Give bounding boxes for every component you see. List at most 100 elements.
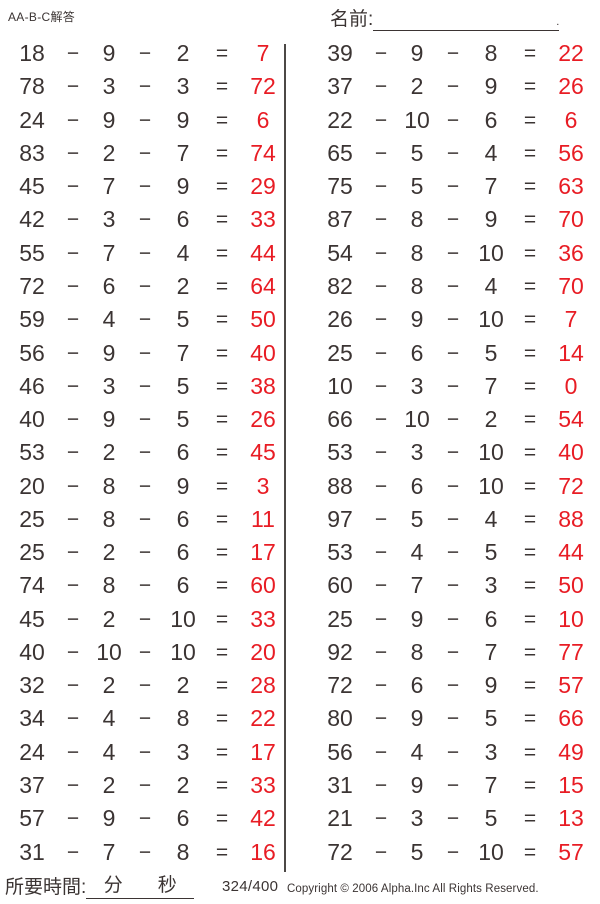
minuend: 92 bbox=[327, 638, 353, 665]
problem-row: 56 − 9 − 7 = 40 bbox=[9, 336, 285, 369]
problem-row: 54 − 8 − 10 = 36 bbox=[317, 237, 593, 270]
minus-operator: − bbox=[374, 441, 388, 465]
equals-sign: = bbox=[215, 541, 229, 565]
equals-sign: = bbox=[523, 541, 537, 565]
subtrahend-1: 9 bbox=[410, 771, 424, 798]
subtrahend-1: 8 bbox=[410, 206, 424, 233]
equals-sign: = bbox=[215, 640, 229, 664]
minus-operator: − bbox=[66, 441, 80, 465]
answer-value: 64 bbox=[250, 272, 276, 299]
problem-row: 42 − 3 − 6 = 33 bbox=[9, 203, 285, 236]
answer-value: 28 bbox=[250, 672, 276, 699]
answer-value: 42 bbox=[250, 805, 276, 832]
minus-operator: − bbox=[446, 341, 460, 365]
minuend: 18 bbox=[19, 40, 45, 67]
subtrahend-1: 9 bbox=[102, 339, 116, 366]
minuend: 75 bbox=[327, 173, 353, 200]
subtrahend-1: 3 bbox=[102, 73, 116, 100]
minuend: 72 bbox=[327, 838, 353, 865]
minus-operator: − bbox=[374, 175, 388, 199]
minuend: 53 bbox=[327, 539, 353, 566]
subtrahend-1: 9 bbox=[410, 605, 424, 632]
equals-sign: = bbox=[523, 42, 537, 66]
minuend: 22 bbox=[327, 106, 353, 133]
minuend: 74 bbox=[19, 572, 45, 599]
subtrahend-2: 10 bbox=[478, 439, 504, 466]
subtrahend-1: 8 bbox=[102, 572, 116, 599]
minuend: 59 bbox=[19, 306, 45, 333]
subtrahend-1: 3 bbox=[410, 805, 424, 832]
minus-operator: − bbox=[446, 541, 460, 565]
minus-operator: − bbox=[446, 640, 460, 664]
minus-operator: − bbox=[138, 474, 152, 498]
equals-sign: = bbox=[523, 640, 537, 664]
minuend: 78 bbox=[19, 73, 45, 100]
minus-operator: − bbox=[446, 740, 460, 764]
subtrahend-2: 9 bbox=[484, 206, 498, 233]
answer-value: 40 bbox=[250, 339, 276, 366]
equals-sign: = bbox=[523, 274, 537, 298]
subtrahend-2: 8 bbox=[176, 705, 190, 732]
subtrahend-2: 10 bbox=[170, 605, 196, 632]
subtrahend-1: 9 bbox=[410, 705, 424, 732]
subtrahend-2: 2 bbox=[176, 672, 190, 699]
equals-sign: = bbox=[523, 740, 537, 764]
minus-operator: − bbox=[138, 740, 152, 764]
minus-operator: − bbox=[66, 773, 80, 797]
subtrahend-2: 8 bbox=[484, 40, 498, 67]
answer-value: 56 bbox=[558, 139, 584, 166]
problem-row: 31 − 7 − 8 = 16 bbox=[9, 835, 285, 868]
minus-operator: − bbox=[138, 607, 152, 631]
problem-row: 74 − 8 − 6 = 60 bbox=[9, 569, 285, 602]
column-divider-line bbox=[284, 44, 286, 872]
problem-row: 83 − 2 − 7 = 74 bbox=[9, 137, 285, 170]
minuend: 46 bbox=[19, 372, 45, 399]
equals-sign: = bbox=[215, 308, 229, 332]
problem-column-left: 18 − 9 − 2 = 7 78 − 3 − 3 = 72 24 − 9 − … bbox=[9, 37, 285, 869]
equals-sign: = bbox=[215, 474, 229, 498]
minuend: 55 bbox=[19, 239, 45, 266]
subtrahend-2: 4 bbox=[176, 239, 190, 266]
equals-sign: = bbox=[215, 241, 229, 265]
subtrahend-2: 8 bbox=[176, 838, 190, 865]
minuend: 20 bbox=[19, 472, 45, 499]
equals-sign: = bbox=[215, 441, 229, 465]
equals-sign: = bbox=[523, 574, 537, 598]
answer-value: 40 bbox=[558, 439, 584, 466]
subtrahend-2: 6 bbox=[176, 805, 190, 832]
subtrahend-1: 5 bbox=[410, 173, 424, 200]
subtrahend-1: 7 bbox=[102, 173, 116, 200]
minus-operator: − bbox=[66, 141, 80, 165]
minus-operator: − bbox=[374, 840, 388, 864]
problem-row: 97 − 5 − 4 = 88 bbox=[317, 503, 593, 536]
name-field: 名前:. bbox=[330, 4, 560, 31]
minuend: 72 bbox=[19, 272, 45, 299]
equals-sign: = bbox=[523, 840, 537, 864]
subtrahend-1: 9 bbox=[102, 106, 116, 133]
minus-operator: − bbox=[66, 175, 80, 199]
minuend: 57 bbox=[19, 805, 45, 832]
equals-sign: = bbox=[523, 773, 537, 797]
subtrahend-1: 8 bbox=[410, 638, 424, 665]
minuend: 42 bbox=[19, 206, 45, 233]
equals-sign: = bbox=[215, 507, 229, 531]
subtrahend-2: 5 bbox=[484, 539, 498, 566]
subtrahend-1: 2 bbox=[102, 539, 116, 566]
subtrahend-1: 2 bbox=[102, 139, 116, 166]
worksheet-code-label: AA-B-C解答 bbox=[8, 10, 76, 24]
subtrahend-2: 6 bbox=[176, 505, 190, 532]
minuend: 26 bbox=[327, 306, 353, 333]
answer-value: 29 bbox=[250, 173, 276, 200]
minus-operator: − bbox=[138, 42, 152, 66]
minus-operator: − bbox=[138, 108, 152, 132]
equals-sign: = bbox=[523, 674, 537, 698]
subtrahend-2: 3 bbox=[176, 738, 190, 765]
problem-row: 72 − 6 − 2 = 64 bbox=[9, 270, 285, 303]
minus-operator: − bbox=[138, 807, 152, 831]
equals-sign: = bbox=[215, 840, 229, 864]
subtrahend-2: 10 bbox=[478, 472, 504, 499]
subtrahend-2: 2 bbox=[176, 40, 190, 67]
answer-value: 6 bbox=[564, 106, 578, 133]
subtrahend-2: 4 bbox=[484, 272, 498, 299]
answer-value: 16 bbox=[250, 838, 276, 865]
